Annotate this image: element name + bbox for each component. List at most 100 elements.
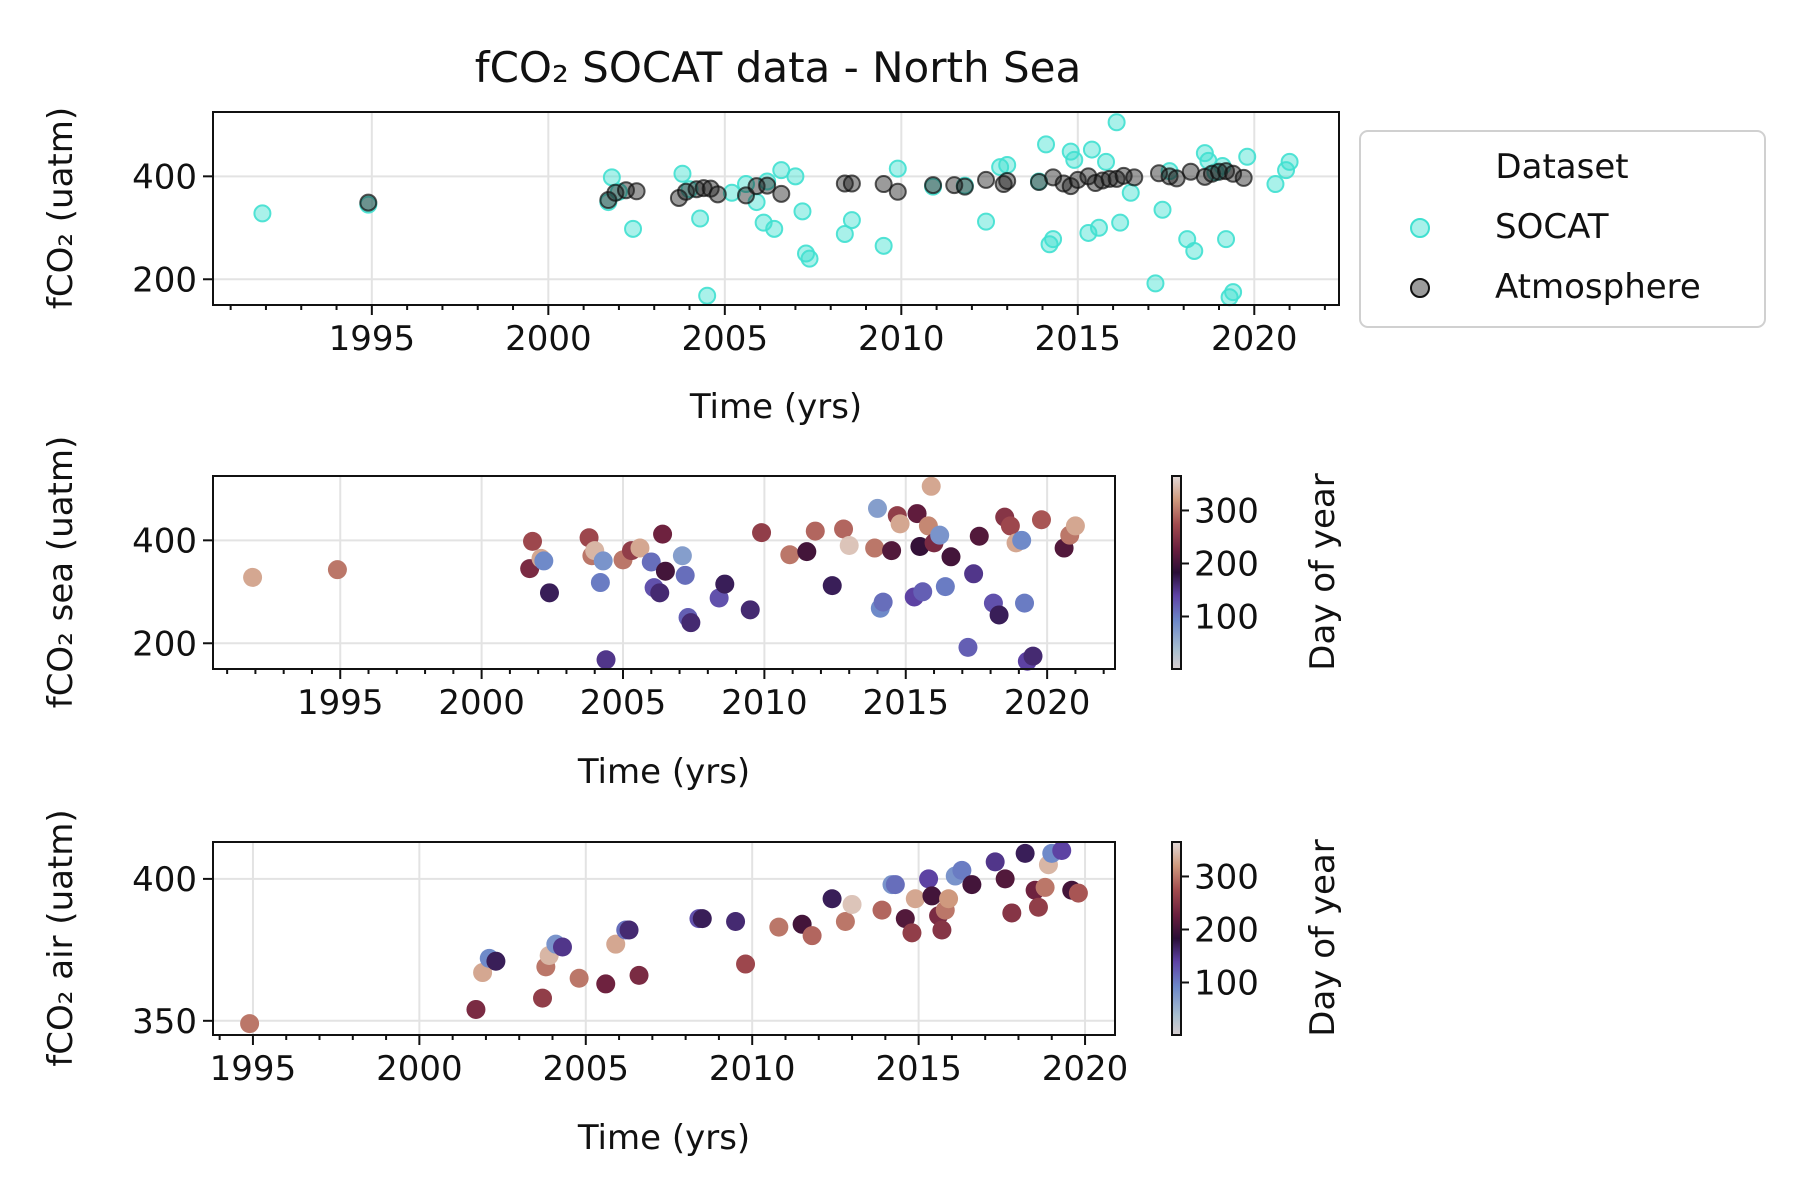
data-point <box>905 889 925 909</box>
socat-point <box>842 211 861 230</box>
data-point <box>569 968 589 988</box>
socat-point <box>765 219 784 238</box>
panel-bottom-frame <box>212 841 1116 1036</box>
data-point <box>907 504 927 524</box>
data-point <box>641 552 661 572</box>
panel-bottom-ylabel: fCO₂ air (uatm) <box>41 809 81 1066</box>
atmosphere-point <box>758 176 777 195</box>
colorbar-tick-label: 100 <box>1194 964 1259 1004</box>
data-point <box>692 909 712 929</box>
socat-point <box>1146 274 1165 293</box>
y-tick-label: 350 <box>132 1002 197 1042</box>
data-point <box>805 521 825 541</box>
data-point <box>596 650 616 670</box>
socat-point <box>1079 223 1098 242</box>
data-point <box>964 564 984 584</box>
data-point <box>1052 841 1072 861</box>
panel-top-frame <box>212 111 1340 306</box>
data-point <box>466 999 486 1019</box>
data-point <box>835 911 855 931</box>
data-point <box>533 988 553 1008</box>
data-point <box>1028 897 1048 917</box>
colorbar-middle-label: Day of year <box>1303 473 1343 670</box>
atmosphere-point <box>1234 168 1253 187</box>
atmosphere-point <box>708 185 727 204</box>
data-point <box>1035 877 1055 897</box>
data-point <box>769 917 789 937</box>
socat-point <box>998 156 1017 175</box>
atmosphere-point <box>977 170 996 189</box>
y-tick-label: 200 <box>132 260 197 300</box>
data-point <box>1000 516 1020 536</box>
data-point <box>715 574 735 594</box>
data-point <box>681 613 701 633</box>
x-tick-label: 2000 <box>376 1049 463 1089</box>
x-tick-label: 2020 <box>1004 683 1091 723</box>
data-point <box>921 476 941 496</box>
data-point <box>958 637 978 657</box>
y-tick-label: 400 <box>132 521 197 561</box>
colorbar-tick-label: 200 <box>1194 910 1259 950</box>
legend-label-atmosphere: Atmosphere <box>1495 267 1701 307</box>
x-tick-label: 2005 <box>543 1049 630 1089</box>
panel-top-ticks: 1995 2000 2005 2010 2015 2020 200 400 <box>132 157 1326 359</box>
panel-middle-ylabel: fCO₂ sea (uatm) <box>41 436 81 709</box>
data-point <box>596 974 616 994</box>
panel-top-xlabel: Time (yrs) <box>689 387 862 427</box>
socat-point <box>1044 230 1063 249</box>
socat-point <box>793 202 812 221</box>
colorbar-tick-label: 200 <box>1194 544 1259 584</box>
x-tick-label: 2015 <box>875 1049 962 1089</box>
data-point <box>995 869 1015 889</box>
colorbar-bottom-ticks: 100 200 300 <box>1181 857 1259 1004</box>
atmosphere-point <box>359 193 378 212</box>
socat-point <box>1266 175 1285 194</box>
x-tick-label: 2015 <box>1035 319 1122 359</box>
atmosphere-point <box>1125 168 1144 187</box>
atmosphere-point <box>676 182 695 201</box>
data-point <box>919 869 939 889</box>
socat-point <box>1280 152 1299 171</box>
data-point <box>822 576 842 596</box>
panel-middle: 1995 2000 2005 2010 2015 2020 200 400 Time (yrs… <box>41 436 1116 792</box>
data-point <box>327 560 347 580</box>
panel-middle-ticks: 1995 2000 2005 2010 2015 2020 200 400 <box>132 521 1105 723</box>
data-point <box>962 875 982 895</box>
x-tick-label: 2005 <box>682 319 769 359</box>
legend-title: Dataset <box>1495 147 1628 187</box>
socat-point <box>1238 147 1257 166</box>
legend-box <box>1359 130 1766 328</box>
data-point <box>930 525 950 545</box>
data-point <box>865 538 885 558</box>
socat-point <box>874 236 893 255</box>
data-point <box>473 963 493 983</box>
data-point <box>650 583 670 603</box>
atmosphere-point <box>1044 168 1063 187</box>
data-point <box>985 852 1005 872</box>
colorbar-bottom-bar <box>1171 841 1182 1036</box>
x-tick-label: 2000 <box>438 683 525 723</box>
data-point <box>873 592 893 612</box>
socat-point <box>977 212 996 231</box>
socat-point <box>722 183 741 202</box>
panel-bottom-points <box>240 841 1088 1034</box>
data-point <box>913 582 933 602</box>
data-point <box>736 954 756 974</box>
colorbar-middle-ticks: 100 200 300 <box>1181 491 1259 638</box>
data-point <box>1065 516 1085 536</box>
colorbar-tick-label: 300 <box>1194 857 1259 897</box>
socat-point <box>1089 218 1108 237</box>
data-point <box>834 519 854 539</box>
atmosphere-point <box>1224 164 1243 183</box>
atmosphere-point <box>772 184 791 203</box>
atmosphere-point <box>606 183 625 202</box>
data-point <box>486 951 506 971</box>
x-tick-label: 2000 <box>505 319 592 359</box>
socat-point <box>1107 113 1126 132</box>
data-point <box>885 875 905 895</box>
atmosphere-point <box>1149 164 1168 183</box>
data-point <box>867 498 887 518</box>
data-point <box>672 546 692 566</box>
colorbar-middle-bar <box>1171 475 1182 670</box>
data-point <box>655 561 675 581</box>
